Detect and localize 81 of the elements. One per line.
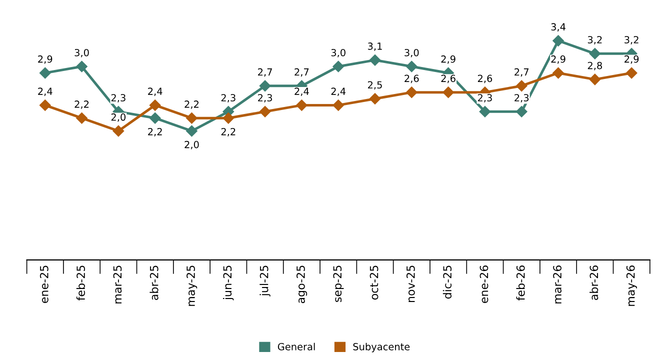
point [332,100,344,111]
point [516,80,528,92]
data-label: 3,0 [331,48,346,58]
legend-label: General [278,342,315,350]
point [76,60,88,72]
point [626,67,638,79]
x-tick-label: may-25 [186,266,198,306]
point [186,112,198,124]
data-label: 3,2 [624,36,638,44]
point [442,86,454,98]
point [552,35,564,46]
data-label: 3,0 [404,48,419,58]
x-tick-label: mar-26 [553,265,562,304]
data-label: 2,3 [111,94,126,102]
data-label: 2,7 [294,68,309,77]
point [296,100,308,111]
point [332,60,344,72]
data-label: 2,2 [184,100,198,109]
x-tick-label: ago-25 [296,266,308,304]
x-tick-label: sep-25 [333,266,344,302]
x-tick-label: feb-26 [516,265,525,300]
point [369,93,381,104]
point [589,74,601,86]
data-label: 2,2 [74,100,89,109]
point [406,86,418,98]
data-label: 3,4 [551,23,566,32]
data-label: 3,2 [588,36,602,44]
data-label: 2,7 [514,68,529,77]
point [222,112,234,124]
x-tick-label: abr-26 [590,265,598,300]
data-label: 2,4 [148,88,162,96]
data-label: 2,0 [184,140,199,150]
point [406,60,418,72]
data-label: 2,3 [258,94,272,102]
data-label: 2,4 [294,88,309,96]
point [76,112,88,124]
x-tick-label: abr-25 [150,266,158,300]
data-label: 2,6 [478,74,492,84]
point [479,106,491,118]
data-label: 2,4 [38,88,52,96]
point [589,48,601,60]
x-tick-label: ene-25 [40,266,48,304]
data-label: 3,0 [74,48,89,58]
data-label: 2,8 [588,62,602,70]
data-label: 2,0 [111,113,126,122]
x-tick-label: may-26 [626,265,637,306]
point [40,67,51,79]
x-tick-label: mar-25 [113,266,122,304]
data-label: 2,6 [404,74,419,84]
data-label: 2,9 [38,55,52,64]
data-label: 2,9 [624,55,639,64]
x-tick-label: oct-25 [370,266,378,300]
x-tick-label: jun-25 [223,266,234,300]
data-label: 2,3 [514,94,529,102]
data-label: 2,2 [221,128,236,136]
point [40,100,51,111]
data-label: 2,3 [221,94,236,102]
point [369,54,381,66]
data-label: 2,9 [551,55,566,64]
data-label: 2,4 [331,88,346,96]
point [186,125,198,137]
point [552,67,564,79]
point [112,125,124,137]
data-label: 2,6 [441,74,456,84]
x-tick-label: ene-26 [480,265,488,304]
legend-label: Subyacente [353,342,410,352]
x-tick-label: nov-25 [406,266,415,302]
point [259,106,271,118]
point [259,80,271,92]
point [149,100,161,111]
data-label: 2,5 [368,81,382,90]
data-label: 2,2 [148,128,162,136]
data-label: 2,9 [441,55,456,64]
x-tick-label: feb-25 [76,266,86,300]
point [516,106,528,118]
data-label: 2,7 [258,68,272,77]
point [149,112,161,124]
data-label: 2,3 [478,94,492,102]
x-tick-label: jul-25 [260,266,270,296]
x-tick-label: dic-25 [442,266,452,299]
data-label: 3,1 [368,42,382,51]
